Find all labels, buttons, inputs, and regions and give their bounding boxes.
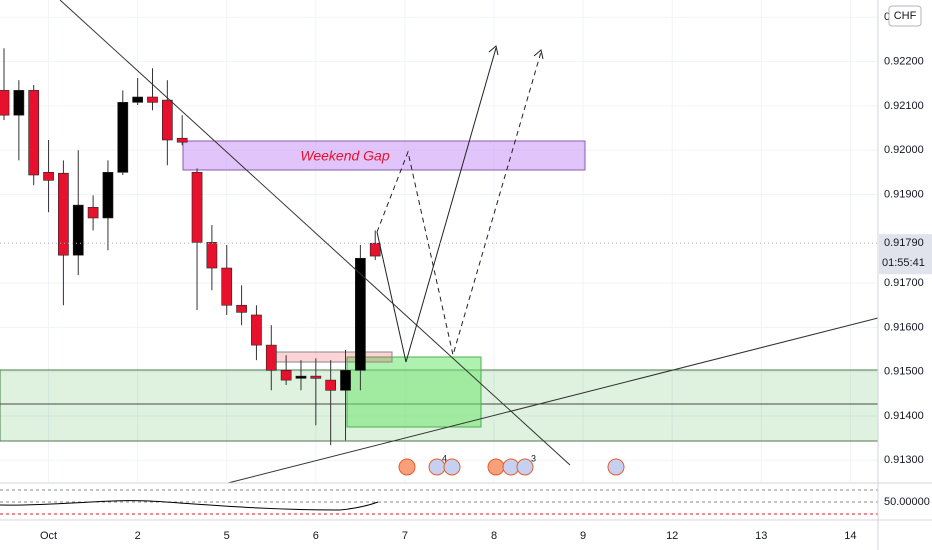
candle-body [206,242,218,269]
y-tick-label: 0.92000 [884,144,924,156]
target-box [346,356,482,428]
event-icon [487,458,505,476]
event-icon [607,458,625,476]
y-tick-label: 0.91700 [884,277,924,289]
event-count: 4 [442,453,447,463]
events: 4 3 [398,453,625,476]
candle-body [72,204,84,256]
candle-body [251,314,262,346]
event-icon [443,458,461,476]
trend-line [227,317,879,484]
candle-body [102,172,114,219]
candle-body [221,267,233,306]
candle-body [117,102,129,173]
last-price-tag [879,234,932,275]
x-tick-label: 5 [224,530,230,542]
candle-body [265,344,277,371]
arrow-head [488,45,499,56]
candle-body [369,242,381,257]
candle-body [13,90,25,116]
candle-body [161,99,173,141]
weekend-gap-box [182,140,586,171]
y-tick-label: 0.91500 [884,366,924,378]
x-tick-label: 6 [313,530,319,542]
candle-body [87,207,99,219]
candle-body [355,257,366,371]
small-zone [274,351,393,363]
last-price-label: 0.91790 [884,237,924,249]
candle-body [236,304,247,313]
x-tick-label: Oct [40,530,57,542]
event-icon [398,458,416,476]
x-tick-label: 13 [755,530,767,542]
candle-body [310,375,322,379]
candle-body [340,370,351,391]
candle-body [191,172,203,243]
projection-path [376,51,542,356]
candle-body [280,370,292,381]
currency: CHF [894,10,917,22]
x-tick-label: 7 [402,530,408,542]
countdown: 01:55:41 [882,257,925,269]
trend-line [59,0,571,466]
indicator-line [0,500,379,511]
x-tick-label: 2 [135,530,141,542]
candle-body [176,137,188,143]
candles [0,48,381,446]
candle-body [43,172,54,181]
x-tick-label: 14 [844,530,856,542]
y-tick-label: 0.92100 [884,100,924,112]
y-tick-label: 0.91300 [884,454,924,466]
y-tick-label: 0.91400 [884,410,924,422]
event-count: 3 [531,453,536,463]
indicator-label: 50.00000 [884,496,930,508]
arrow-head [533,49,544,60]
y-tick-label: 0.92200 [884,55,924,67]
y-tick-label: 0.91600 [884,321,924,333]
x-tick-label: 12 [666,530,678,542]
candle-body [325,379,337,391]
currency-badge [888,5,922,27]
candle-body [0,90,10,116]
y-tick-label: 0.91900 [884,188,924,200]
candle-body [132,96,143,103]
annotation: Weekend Gap [300,148,389,164]
candle-body [58,172,69,256]
candle-body [295,375,307,379]
projection-path [376,47,497,363]
x-tick-label: 9 [580,530,586,542]
x-tick-label: 8 [491,530,497,542]
candle-body [28,90,40,176]
candle-body [147,96,158,103]
event-icon [516,458,534,476]
